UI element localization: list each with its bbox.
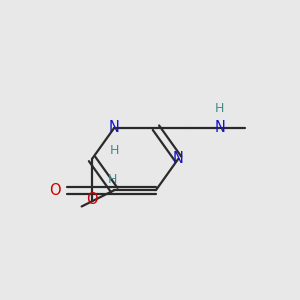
Text: N: N xyxy=(214,120,225,135)
Text: H: H xyxy=(108,173,118,186)
Text: O: O xyxy=(86,191,98,206)
Text: H: H xyxy=(215,102,224,115)
Text: N: N xyxy=(109,120,120,135)
Text: H: H xyxy=(110,143,119,157)
Text: N: N xyxy=(173,152,184,166)
Text: O: O xyxy=(49,183,61,198)
